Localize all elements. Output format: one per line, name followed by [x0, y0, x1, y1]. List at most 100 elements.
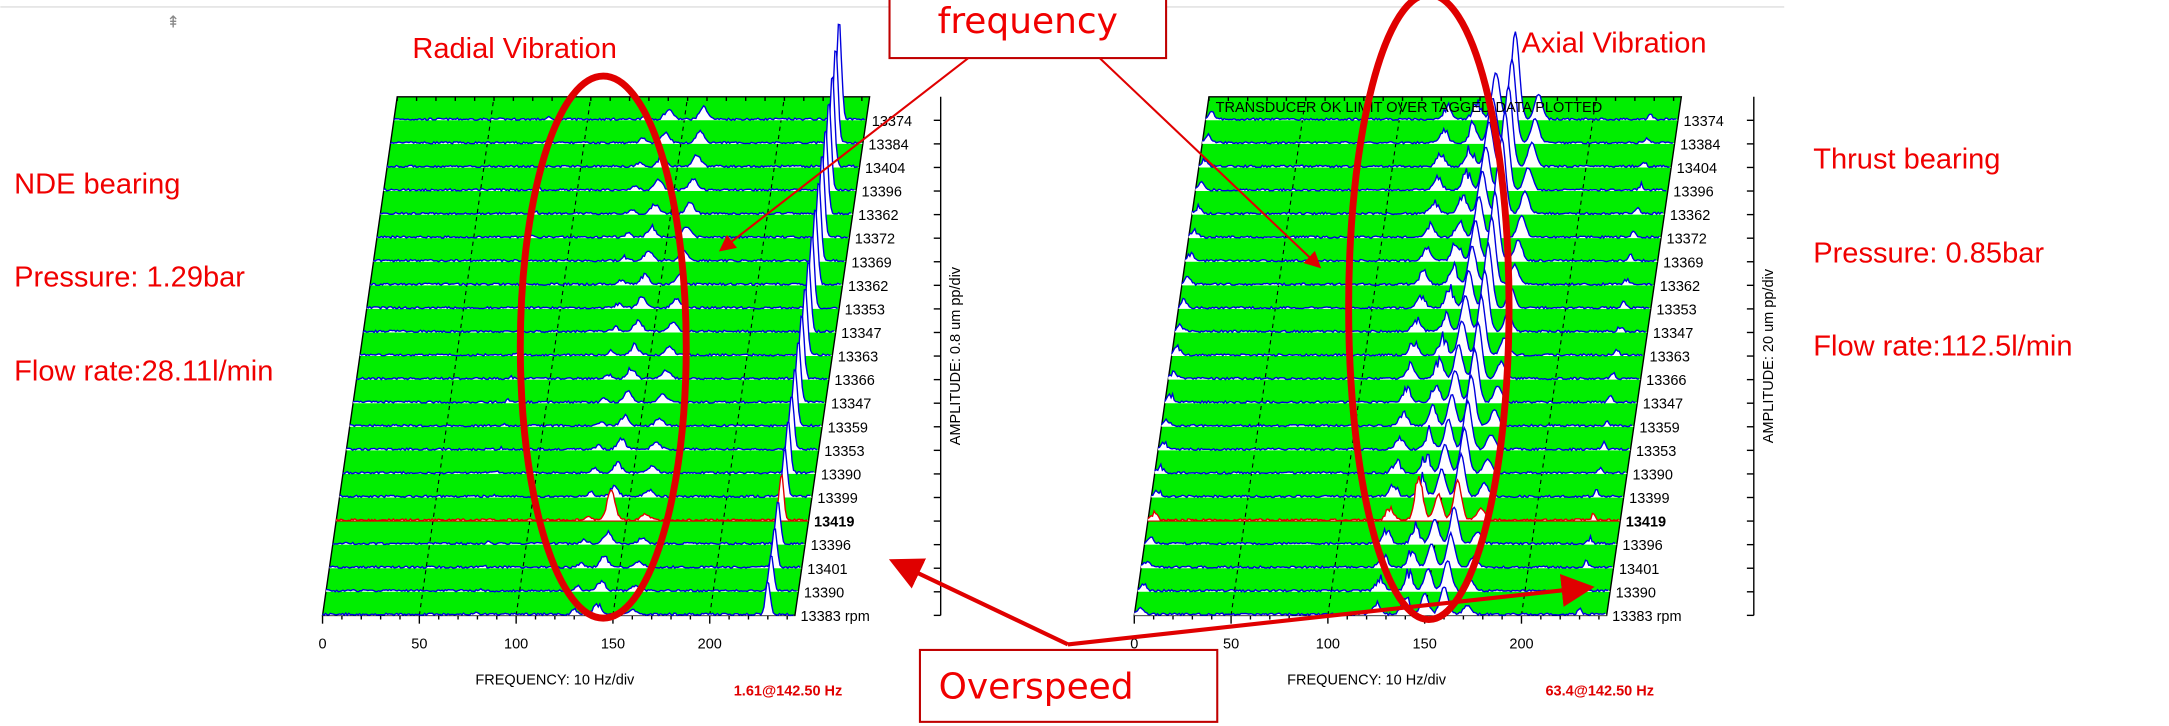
- note: Pressure: 0.85bar: [1813, 238, 2044, 270]
- spectrum-trace: [1188, 163, 1661, 240]
- rpm-label: 13396: [811, 538, 851, 554]
- callout-text: frequency: [938, 1, 1118, 42]
- spectrum-trace: [1143, 506, 1616, 546]
- rpm-label: 13362: [858, 208, 898, 224]
- rpm-label: 13369: [851, 255, 891, 271]
- highlight-ellipse: [516, 72, 690, 622]
- rpm-label: 13374: [1683, 114, 1723, 130]
- arrow: [1098, 57, 1322, 269]
- rpm-label: 13347: [1643, 397, 1683, 413]
- rpm-label: 13390: [1633, 467, 1673, 483]
- note: Pressure: 1.29bar: [14, 261, 245, 293]
- spectrum-trace: [1195, 110, 1667, 193]
- spectrum-trace: [322, 580, 794, 617]
- note: Flow rate:112.5l/min: [1813, 330, 2072, 362]
- spectrum-trace: [380, 129, 852, 216]
- rpm-label: 13347: [1653, 326, 1693, 342]
- spectrum-trace: [332, 501, 804, 546]
- spectrum-trace: [335, 473, 808, 523]
- rpm-label: 13390: [804, 585, 844, 601]
- panels: 0 50 100 150 200 13374 13384 13404 13396 13362 133…: [319, 23, 1777, 700]
- note: NDE bearing: [14, 169, 180, 201]
- rpm-label: 13366: [1646, 373, 1686, 389]
- callout-text: Overspeed: [939, 666, 1134, 707]
- spectrum-trace: [1202, 58, 1674, 145]
- spectrum-trace: [1191, 137, 1663, 216]
- arrow: [888, 558, 1069, 647]
- spectrum-trace: [390, 50, 862, 145]
- spectrum-trace: [1137, 560, 1609, 593]
- spectrum-trace: [1167, 320, 1640, 381]
- panel-title: Axial Vibration: [1521, 28, 1706, 60]
- rpm-label: 13396: [862, 185, 902, 201]
- spectrum-trace: [339, 448, 811, 499]
- rpm-label: 13399: [1629, 491, 1669, 507]
- spectrum-trace: [1184, 189, 1657, 263]
- rpm-label: 13363: [838, 350, 878, 366]
- y-axis-label: AMPLITUDE: 20 um pp/div: [1761, 268, 1777, 443]
- rpm-label: 13362: [848, 279, 888, 295]
- arrow: [718, 57, 969, 252]
- spectrum-trace: [1160, 374, 1633, 428]
- rpm-label: 13384: [868, 137, 908, 153]
- spectrum-trace: [1205, 31, 1677, 122]
- spectrum-trace: [1181, 214, 1653, 287]
- rpm-label: 13383 rpm: [800, 609, 869, 625]
- x-tick-label: 200: [1509, 637, 1533, 653]
- callout-box: [918, 648, 1219, 723]
- spectrum-trace: [1171, 292, 1643, 358]
- rpm-label: 13353: [1656, 302, 1696, 318]
- spectrum-trace: [1154, 425, 1626, 475]
- spectrum-trace: [346, 396, 818, 452]
- spectrum-trace: [1147, 475, 1620, 523]
- rpm-label: 13359: [828, 420, 868, 436]
- spectrum-trace: [1198, 83, 1670, 169]
- rpm-label: 13399: [817, 491, 857, 507]
- status-text: TRANSDUCER OK LIMIT OVER TAGGED DATA PLO…: [1216, 100, 1603, 116]
- rpm-label: 13396: [1622, 538, 1662, 554]
- rpm-label: 13390: [821, 467, 861, 483]
- spectrum-trace: [1140, 530, 1613, 570]
- spectrum-trace: [329, 528, 801, 570]
- spectrum-trace: [372, 182, 845, 263]
- rpm-label: 13401: [807, 562, 847, 578]
- x-tick-label: 200: [698, 637, 722, 653]
- x-axis-label: FREQUENCY: 10 Hz/div: [475, 673, 635, 689]
- collapse-icon[interactable]: ⇞: [166, 13, 180, 32]
- rpm-label: 13363: [1650, 350, 1690, 366]
- highlight-ellipse: [1345, 0, 1513, 623]
- rpm-label: 13359: [1639, 420, 1679, 436]
- spectrum-trace: [359, 288, 831, 358]
- spectrum-trace: [386, 75, 858, 169]
- spectrum-trace: [326, 554, 797, 593]
- panel-title: Radial Vibration: [412, 33, 616, 65]
- spectrum-trace: [353, 341, 824, 405]
- rpm-label: 13347: [831, 397, 871, 413]
- rpm-label: 13404: [1677, 161, 1717, 177]
- note: Flow rate:28.11l/min: [14, 355, 273, 387]
- rpm-label: 13419: [814, 515, 854, 531]
- x-tick-label: 50: [411, 637, 427, 653]
- spectrum-trace: [366, 235, 838, 310]
- rpm-label: 13372: [855, 232, 895, 248]
- rpm-label: 13384: [1680, 137, 1720, 153]
- spectrum-trace: [383, 102, 855, 193]
- spectrum-trace: [362, 262, 835, 334]
- x-tick-label: 0: [319, 637, 327, 653]
- readout: 63.4@142.50 Hz: [1545, 684, 1654, 700]
- spectrum-trace: [342, 421, 814, 475]
- rpm-label: 13366: [834, 373, 874, 389]
- readout: 1.61@142.50 Hz: [734, 684, 843, 700]
- spectrum-trace: [355, 315, 828, 381]
- rpm-label: 13372: [1667, 232, 1707, 248]
- x-tick-label: 150: [601, 637, 625, 653]
- spectrum-trace: [1174, 268, 1646, 334]
- rpm-label: 13362: [1660, 279, 1700, 295]
- rpm-label: 13383 rpm: [1612, 609, 1681, 625]
- rpm-label: 13353: [1636, 444, 1676, 460]
- spectrum-trace: [1151, 451, 1623, 499]
- x-tick-label: 100: [1316, 637, 1340, 653]
- spectrum-trace: [393, 23, 866, 122]
